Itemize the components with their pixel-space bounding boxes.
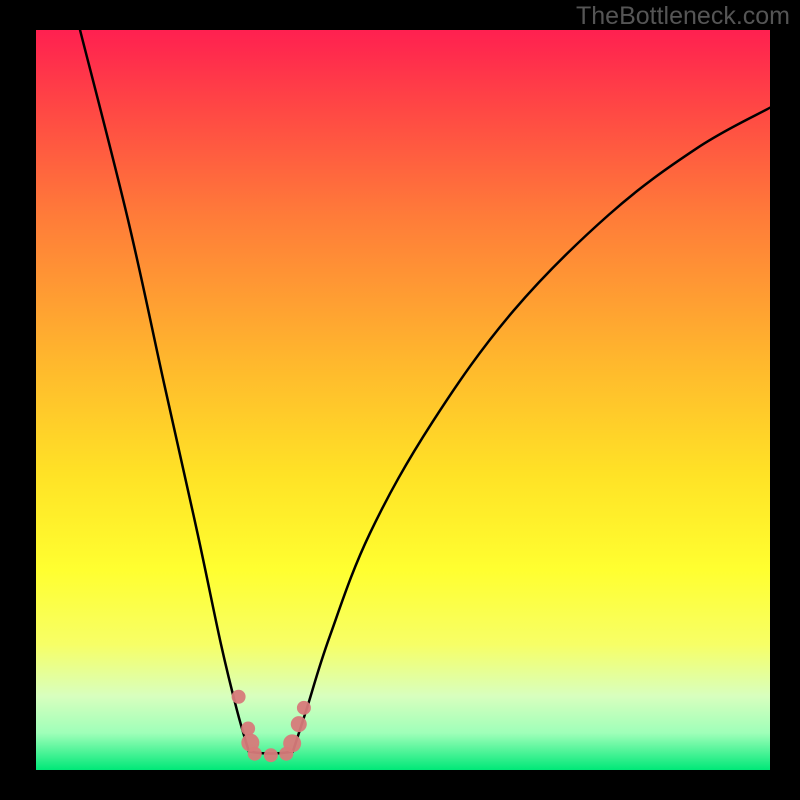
curve-marker	[241, 734, 259, 752]
curve-marker	[248, 747, 262, 761]
plot-area	[36, 30, 770, 770]
curve-marker	[232, 690, 246, 704]
bottleneck-curve	[36, 30, 770, 770]
curve-marker	[241, 722, 255, 736]
curve-marker	[283, 734, 301, 752]
curve-path	[80, 30, 770, 754]
curve-marker	[297, 701, 311, 715]
curve-marker	[291, 716, 307, 732]
watermark-text: TheBottleneck.com	[576, 2, 790, 31]
curve-marker	[264, 748, 278, 762]
curve-marker	[279, 747, 293, 761]
